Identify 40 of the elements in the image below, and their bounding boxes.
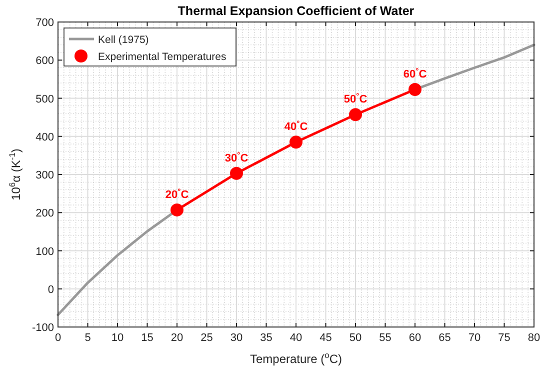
- point: [290, 136, 302, 149]
- annotation: 30$^{°}$C: [224, 150, 248, 164]
- annotation: 50$^{°}$C: [344, 91, 368, 106]
- annotation: 20$^{°}$C: [165, 186, 189, 201]
- x-tick-label: 45: [320, 332, 332, 344]
- y-tick-label: 200: [36, 208, 54, 220]
- x-tick-label: 75: [498, 332, 510, 344]
- annotation: 60$^{°}$C: [403, 66, 427, 80]
- y-tick-label: 500: [36, 93, 54, 106]
- y-tick-label: 0: [48, 284, 54, 296]
- y-tick-label: -100: [32, 322, 54, 334]
- x-tick-label: 40: [290, 332, 302, 344]
- x-tick-label: 25: [200, 332, 213, 344]
- x-tick-label: 10: [111, 332, 124, 344]
- x-tick-label: 80: [528, 332, 540, 344]
- x-tick-label: 65: [438, 332, 451, 344]
- legend-label: Kell (1975): [98, 34, 149, 46]
- x-tick-label: 60: [408, 332, 422, 344]
- point: [408, 82, 422, 96]
- point: [230, 166, 243, 180]
- x-tick-label: 50: [349, 332, 362, 344]
- y-tick-label: 400: [36, 131, 54, 144]
- x-axis-title: Temperature ($^{o}$C): [250, 350, 342, 366]
- x-tick-label: 15: [141, 332, 154, 344]
- y-tick-label: 100: [36, 246, 54, 258]
- x-tick-label: 70: [468, 332, 481, 344]
- y-tick-label: 300: [36, 170, 54, 182]
- x-tick-label: 35: [260, 332, 272, 344]
- x-tick-label: 55: [379, 332, 392, 344]
- point: [349, 108, 362, 122]
- y-tick-label: 600: [36, 55, 54, 68]
- legend-label: Experimental Temperatures: [98, 51, 226, 63]
- x-tick-label: 5: [84, 332, 91, 344]
- x-tick-label: 20: [170, 332, 184, 344]
- y-tick-label: 700: [36, 17, 54, 29]
- chart-title: Thermal Expansion Coefficient of Water: [178, 4, 414, 18]
- annotation: 40$^{°}$C: [284, 118, 308, 134]
- point: [170, 203, 184, 216]
- x-tick-label: 30: [230, 332, 243, 344]
- x-tick-label: 0: [54, 332, 62, 344]
